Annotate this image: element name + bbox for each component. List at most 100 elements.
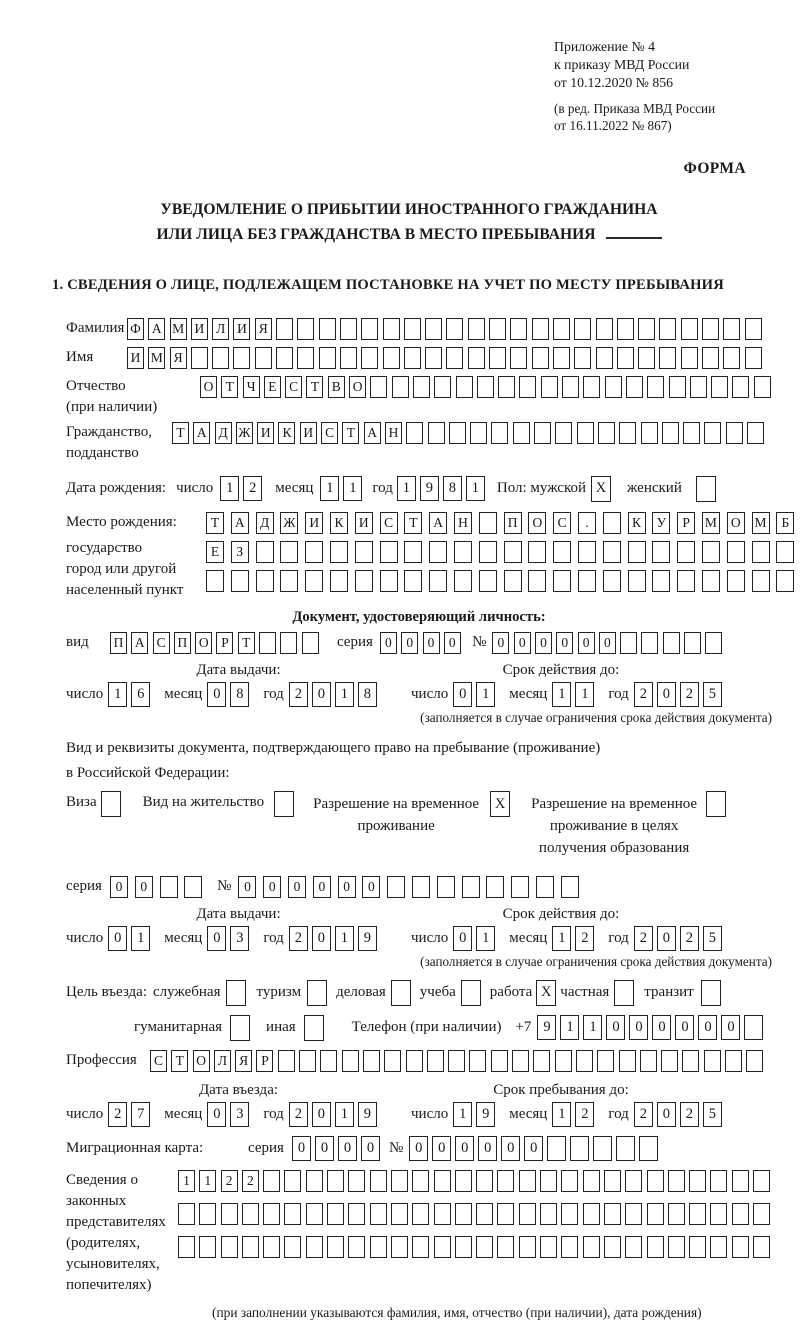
char-box[interactable] <box>603 1235 621 1258</box>
char-box[interactable] <box>404 569 423 592</box>
char-box[interactable] <box>555 421 573 444</box>
char-box[interactable] <box>490 1049 508 1072</box>
char-box[interactable]: 2 <box>633 925 653 951</box>
char-box[interactable]: 0 <box>652 1015 672 1041</box>
char-box[interactable] <box>776 540 795 563</box>
char-box[interactable] <box>305 1202 323 1225</box>
char-box[interactable] <box>582 1169 600 1192</box>
char-box[interactable] <box>682 1049 700 1072</box>
char-box[interactable] <box>497 1202 515 1225</box>
char-box[interactable] <box>725 1049 743 1072</box>
char-box[interactable]: Р <box>216 631 234 654</box>
purpose-private-checkbox[interactable] <box>614 979 635 1006</box>
char-box[interactable] <box>276 317 294 340</box>
char-box[interactable] <box>305 540 324 563</box>
char-box[interactable] <box>689 375 707 398</box>
char-box[interactable] <box>489 317 507 340</box>
char-box[interactable] <box>604 375 622 398</box>
char-box[interactable] <box>620 631 638 654</box>
sex-female-checkbox[interactable] <box>695 475 716 502</box>
char-box[interactable]: 0 <box>453 925 473 951</box>
char-box[interactable] <box>701 569 720 592</box>
char-box[interactable] <box>436 875 455 898</box>
char-box[interactable] <box>751 569 770 592</box>
char-box[interactable]: 0 <box>524 1135 544 1161</box>
char-box[interactable]: 9 <box>537 1015 557 1041</box>
char-box[interactable] <box>683 421 701 444</box>
purpose-study-checkbox[interactable] <box>460 979 481 1006</box>
char-box[interactable]: А <box>131 631 149 654</box>
char-box[interactable] <box>491 421 509 444</box>
char-box[interactable] <box>305 1169 323 1192</box>
char-box[interactable]: Е <box>206 540 224 563</box>
char-box[interactable] <box>540 1169 558 1192</box>
char-box[interactable]: А <box>363 421 381 444</box>
char-box[interactable]: 7 <box>131 1101 151 1127</box>
char-box[interactable]: 1 <box>199 1169 217 1192</box>
char-box[interactable] <box>638 346 656 369</box>
char-box[interactable] <box>453 569 472 592</box>
purpose-work-checkbox[interactable]: X <box>536 979 557 1006</box>
char-box[interactable]: Т <box>172 421 189 444</box>
char-box[interactable] <box>259 631 277 654</box>
char-box[interactable]: Л <box>212 317 230 340</box>
char-box[interactable]: 1 <box>552 681 572 707</box>
char-box[interactable] <box>540 375 558 398</box>
char-box[interactable] <box>382 317 400 340</box>
char-box[interactable] <box>702 317 720 340</box>
char-box[interactable]: И <box>299 421 317 444</box>
char-box[interactable] <box>453 540 472 563</box>
char-box[interactable] <box>552 317 570 340</box>
char-box[interactable]: 0 <box>492 631 510 654</box>
char-box[interactable] <box>744 1015 764 1041</box>
char-box[interactable] <box>369 1235 387 1258</box>
char-box[interactable]: 3 <box>230 925 250 951</box>
char-box[interactable]: И <box>257 421 275 444</box>
char-box[interactable] <box>547 1135 567 1161</box>
char-box[interactable]: 8 <box>442 476 462 502</box>
char-box[interactable]: 1 <box>560 1015 580 1041</box>
char-box[interactable] <box>639 1135 659 1161</box>
char-box[interactable] <box>348 1235 366 1258</box>
char-box[interactable]: 2 <box>679 681 699 707</box>
char-box[interactable]: П <box>173 631 191 654</box>
char-box[interactable]: 1 <box>343 476 363 502</box>
char-box[interactable] <box>667 1202 685 1225</box>
char-box[interactable] <box>455 375 473 398</box>
char-box[interactable] <box>731 1235 749 1258</box>
char-box[interactable] <box>369 1202 387 1225</box>
char-box[interactable] <box>476 1169 494 1192</box>
char-box[interactable]: А <box>148 317 166 340</box>
char-box[interactable] <box>639 1049 657 1072</box>
char-box[interactable] <box>503 569 522 592</box>
char-box[interactable] <box>726 540 745 563</box>
char-box[interactable] <box>412 875 431 898</box>
char-box[interactable] <box>470 421 488 444</box>
char-box[interactable] <box>747 421 765 444</box>
char-box[interactable]: 0 <box>478 1135 498 1161</box>
char-box[interactable]: 0 <box>606 1015 626 1041</box>
char-box[interactable] <box>561 1169 579 1192</box>
char-box[interactable]: 2 <box>288 925 308 951</box>
char-box[interactable]: Т <box>171 1049 189 1072</box>
char-box[interactable] <box>329 569 348 592</box>
char-box[interactable]: 0 <box>263 875 282 898</box>
char-box[interactable] <box>284 1202 302 1225</box>
char-box[interactable]: 0 <box>360 1135 380 1161</box>
char-box[interactable] <box>512 1049 530 1072</box>
char-box[interactable] <box>263 1202 281 1225</box>
char-box[interactable] <box>178 1202 195 1225</box>
char-box[interactable] <box>689 1169 707 1192</box>
char-box[interactable]: У <box>652 511 671 534</box>
char-box[interactable] <box>412 1169 430 1192</box>
char-box[interactable]: 1 <box>465 476 485 502</box>
char-box[interactable] <box>576 421 594 444</box>
char-box[interactable] <box>339 346 357 369</box>
char-box[interactable]: 9 <box>357 925 377 951</box>
char-box[interactable]: 0 <box>291 1135 311 1161</box>
char-box[interactable]: О <box>192 1049 210 1072</box>
char-box[interactable]: 0 <box>556 631 574 654</box>
char-box[interactable] <box>212 346 230 369</box>
char-box[interactable] <box>510 317 528 340</box>
char-box[interactable]: Ч <box>242 375 260 398</box>
